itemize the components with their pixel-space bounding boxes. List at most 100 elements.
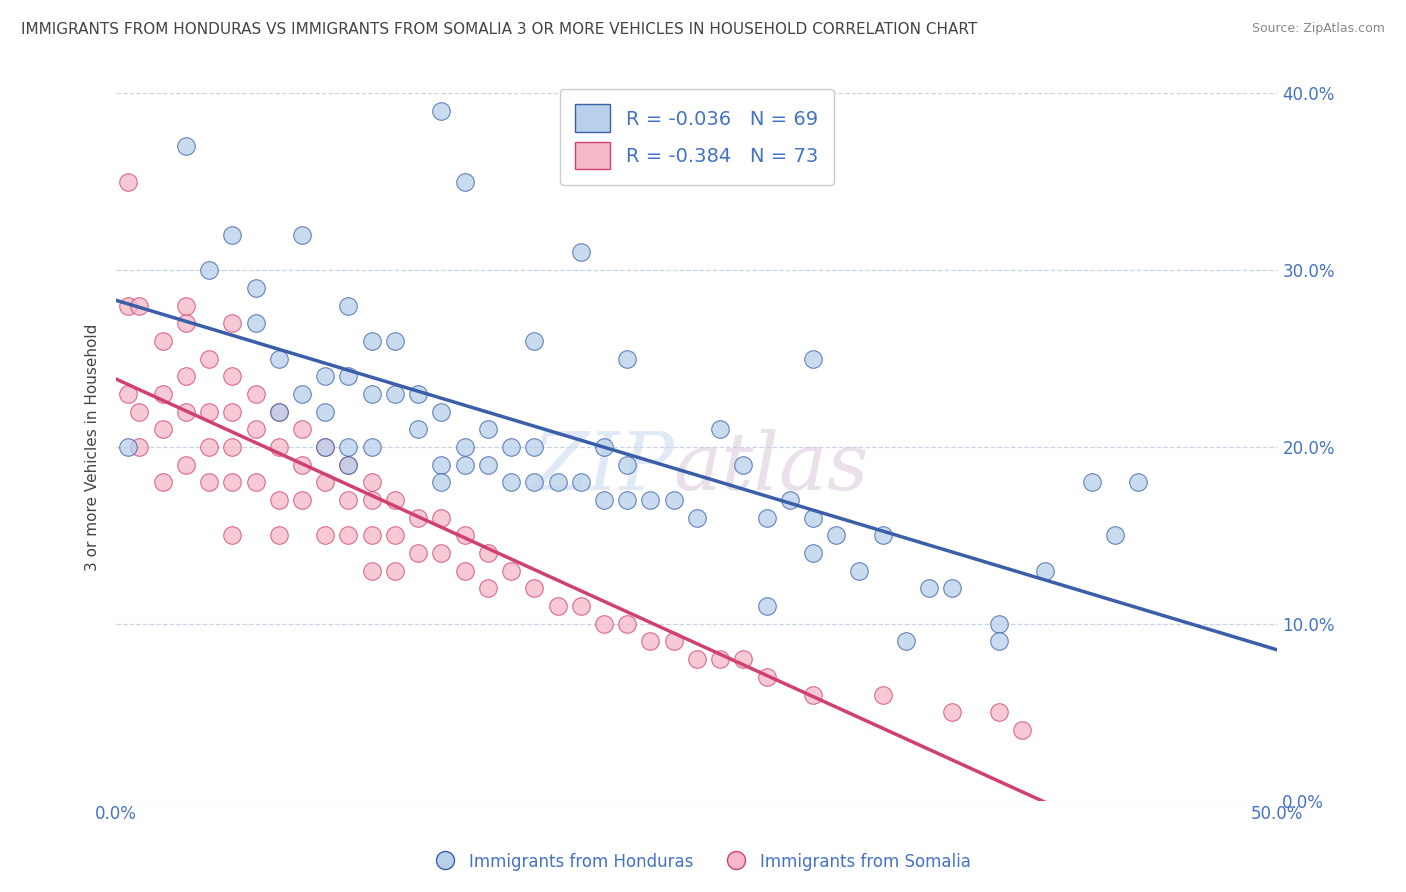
Point <box>872 688 894 702</box>
Point <box>117 387 139 401</box>
Point <box>453 175 475 189</box>
Point <box>547 599 569 614</box>
Point <box>430 458 453 472</box>
Point <box>384 387 406 401</box>
Point <box>1080 475 1102 490</box>
Point <box>616 458 638 472</box>
Point <box>245 281 267 295</box>
Point <box>267 493 290 508</box>
Point <box>360 528 382 542</box>
Point <box>894 634 917 648</box>
Point <box>174 316 197 330</box>
Point <box>406 422 429 436</box>
Point <box>662 634 685 648</box>
Point <box>221 369 243 384</box>
Point <box>245 422 267 436</box>
Point <box>616 616 638 631</box>
Point <box>987 634 1010 648</box>
Legend: Immigrants from Honduras, Immigrants from Somalia: Immigrants from Honduras, Immigrants fro… <box>427 845 979 880</box>
Point <box>755 670 778 684</box>
Point <box>801 546 824 560</box>
Point <box>801 510 824 524</box>
Point <box>360 493 382 508</box>
Point <box>477 582 499 596</box>
Point <box>314 440 336 454</box>
Point <box>477 458 499 472</box>
Point <box>267 440 290 454</box>
Point <box>152 334 174 348</box>
Point <box>523 582 546 596</box>
Point <box>453 528 475 542</box>
Point <box>686 510 709 524</box>
Point <box>384 334 406 348</box>
Point <box>314 404 336 418</box>
Point <box>267 404 290 418</box>
Point <box>941 705 963 719</box>
Point <box>174 299 197 313</box>
Point <box>801 688 824 702</box>
Point <box>314 528 336 542</box>
Point <box>569 599 592 614</box>
Point <box>128 404 150 418</box>
Point <box>245 316 267 330</box>
Point <box>1011 723 1033 737</box>
Point <box>221 404 243 418</box>
Point <box>430 475 453 490</box>
Point <box>337 493 360 508</box>
Point <box>662 493 685 508</box>
Point <box>360 440 382 454</box>
Point <box>245 475 267 490</box>
Point <box>174 458 197 472</box>
Point <box>291 458 314 472</box>
Point <box>686 652 709 666</box>
Point <box>872 528 894 542</box>
Point <box>337 440 360 454</box>
Point <box>360 475 382 490</box>
Point <box>406 387 429 401</box>
Y-axis label: 3 or more Vehicles in Household: 3 or more Vehicles in Household <box>86 323 100 571</box>
Point <box>430 103 453 118</box>
Point <box>477 546 499 560</box>
Point <box>152 387 174 401</box>
Point <box>117 175 139 189</box>
Legend: R = -0.036   N = 69, R = -0.384   N = 73: R = -0.036 N = 69, R = -0.384 N = 73 <box>560 89 834 185</box>
Point <box>117 299 139 313</box>
Point <box>733 652 755 666</box>
Point <box>499 475 522 490</box>
Point <box>569 475 592 490</box>
Point <box>406 546 429 560</box>
Point <box>337 299 360 313</box>
Point <box>430 404 453 418</box>
Point <box>245 387 267 401</box>
Point <box>314 440 336 454</box>
Point <box>1033 564 1056 578</box>
Point <box>221 440 243 454</box>
Point <box>198 263 221 277</box>
Point <box>801 351 824 366</box>
Point <box>314 369 336 384</box>
Point <box>384 564 406 578</box>
Text: ZIP: ZIP <box>531 429 673 507</box>
Point <box>616 493 638 508</box>
Point <box>198 475 221 490</box>
Point <box>291 493 314 508</box>
Point <box>779 493 801 508</box>
Text: IMMIGRANTS FROM HONDURAS VS IMMIGRANTS FROM SOMALIA 3 OR MORE VEHICLES IN HOUSEH: IMMIGRANTS FROM HONDURAS VS IMMIGRANTS F… <box>21 22 977 37</box>
Point <box>152 475 174 490</box>
Point <box>547 475 569 490</box>
Point <box>360 334 382 348</box>
Point <box>337 458 360 472</box>
Point <box>128 440 150 454</box>
Point <box>337 528 360 542</box>
Point <box>941 582 963 596</box>
Point <box>430 510 453 524</box>
Point <box>453 440 475 454</box>
Point <box>221 227 243 242</box>
Point <box>477 422 499 436</box>
Point <box>848 564 870 578</box>
Point <box>291 227 314 242</box>
Point <box>755 510 778 524</box>
Text: atlas: atlas <box>673 429 869 507</box>
Point <box>128 299 150 313</box>
Point <box>755 599 778 614</box>
